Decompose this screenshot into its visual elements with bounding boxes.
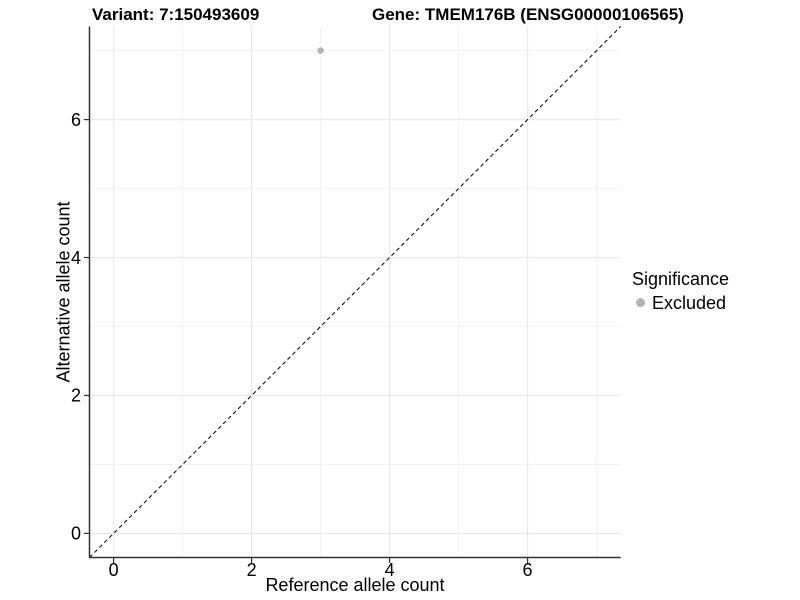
x-tick-label: 0 bbox=[109, 560, 119, 580]
legend-entry-label: Excluded bbox=[652, 292, 727, 313]
y-tick-label: 6 bbox=[71, 110, 81, 130]
legend-entry-excluded: Excluded bbox=[632, 292, 729, 315]
x-tick-label: 4 bbox=[385, 560, 395, 580]
legend-title: Significance bbox=[632, 269, 730, 289]
x-tick-label: 6 bbox=[523, 560, 533, 580]
x-axis-title: Reference allele count bbox=[265, 575, 445, 595]
legend-point-icon bbox=[636, 298, 645, 308]
x-tick-label: 2 bbox=[247, 560, 257, 580]
y-tick-label: 2 bbox=[71, 386, 81, 406]
legend: Significance Excluded bbox=[632, 268, 729, 314]
y-axis-title: Alternative allele count bbox=[53, 201, 74, 383]
identity-line bbox=[89, 26, 622, 558]
plot-title-gene: Gene: TMEM176B (ENSG00000106565) bbox=[372, 5, 684, 24]
plot-title-variant: Variant: 7:150493609 bbox=[92, 5, 260, 24]
data-point bbox=[317, 47, 324, 54]
y-tick-label: 0 bbox=[71, 524, 81, 544]
y-tick-label: 4 bbox=[71, 248, 81, 268]
